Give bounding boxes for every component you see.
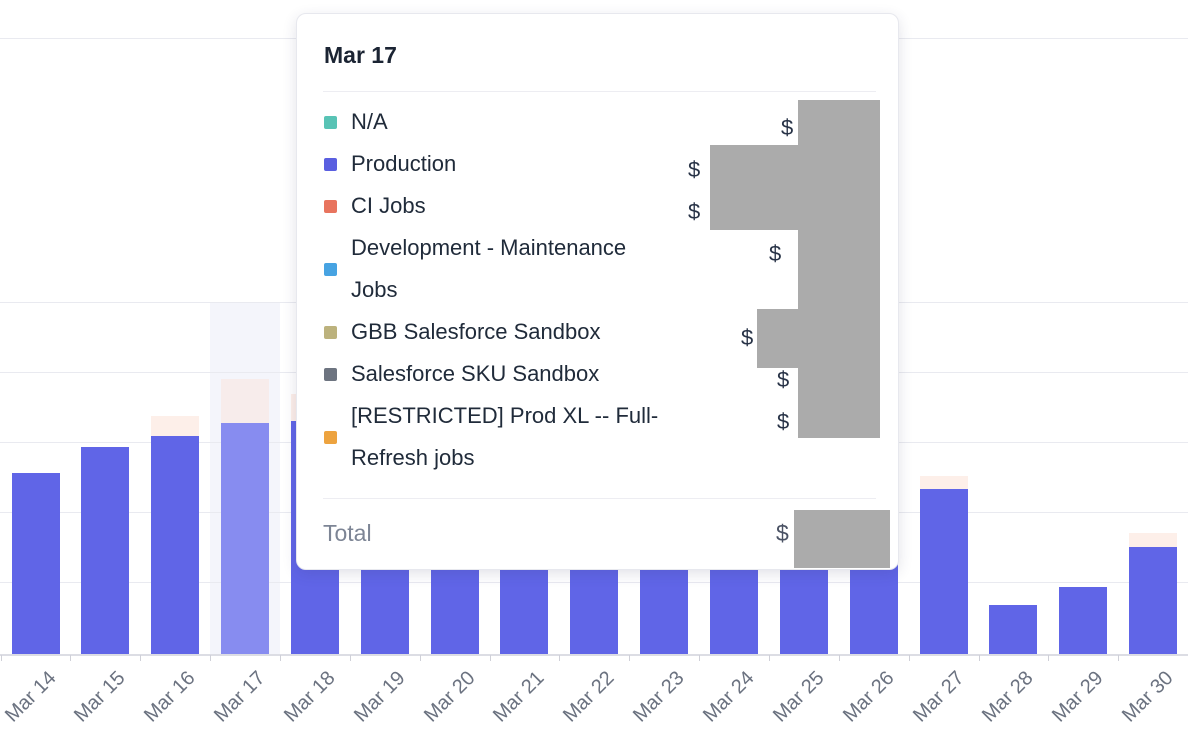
x-axis-tick: [419, 655, 421, 661]
x-axis-tick: [210, 655, 212, 661]
x-axis-tick: [280, 655, 281, 661]
tooltip-series-list: N/A $ Production $ CI Jobs $ Development - Mai…: [324, 101, 876, 479]
bar-mar-30[interactable]: [1129, 547, 1178, 654]
x-axis-label: Mar 23: [629, 667, 689, 727]
tooltip-series-row: Development - Maintenance Jobs $: [324, 227, 876, 311]
tooltip-series-row: Salesforce SKU Sandbox $: [324, 353, 876, 395]
redaction-box: [757, 309, 798, 368]
x-axis-tick: [489, 655, 491, 661]
x-axis-label: Mar 28: [978, 667, 1038, 727]
x-axis-label: Mar 18: [279, 667, 340, 727]
bar-mar-28[interactable]: [989, 605, 1038, 654]
x-axis-label: Mar 20: [419, 667, 480, 727]
bar-top-segment-mar-27[interactable]: [919, 476, 968, 489]
x-axis-label: Mar 22: [559, 667, 619, 727]
x-axis-tick: [0, 655, 2, 661]
bar-top-segment-mar-30[interactable]: [1129, 533, 1178, 547]
series-label: Production: [351, 143, 876, 185]
series-value-dollar: $: [688, 199, 701, 224]
series-label-line: [RESTRICTED] Prod XL -- Full-: [351, 403, 659, 428]
series-color-swatch: [324, 115, 337, 129]
tooltip-divider-bottom: [323, 498, 876, 499]
bar-mar-27[interactable]: [919, 489, 968, 654]
bar-top-segment-mar-17[interactable]: [221, 379, 269, 423]
series-value-dollar: $: [741, 325, 754, 350]
tooltip-series-row: N/A $: [324, 101, 876, 143]
series-value-dollar: $: [688, 157, 701, 182]
x-axis-tick: [70, 655, 72, 661]
series-label: Salesforce SKU Sandbox: [351, 353, 876, 395]
x-axis-tick: [699, 655, 701, 661]
bar-mar-29[interactable]: [1059, 587, 1108, 654]
tooltip-total-label: Total: [323, 520, 372, 546]
series-color-swatch: [324, 430, 337, 444]
bar-mar-14[interactable]: [11, 473, 60, 654]
x-axis-tick: [349, 655, 351, 661]
series-label-line: N/A: [351, 109, 388, 134]
x-axis-tick: [838, 655, 840, 661]
series-label-line: Refresh jobs: [351, 445, 475, 470]
bar-mar-15[interactable]: [81, 447, 130, 654]
series-color-swatch: [324, 199, 337, 213]
tooltip-divider-top: [323, 91, 876, 92]
series-value-dollar: $: [777, 367, 790, 392]
redaction-box: [710, 145, 798, 230]
series-label-line: Development - Maintenance: [351, 235, 627, 260]
series-label: Development - Maintenance Jobs: [351, 227, 876, 311]
x-axis-tick: [629, 655, 631, 661]
x-axis-tick: [908, 655, 910, 661]
bar-top-segment-mar-16[interactable]: [151, 416, 200, 436]
series-label: GBB Salesforce Sandbox: [351, 311, 876, 353]
bar-mar-16[interactable]: [151, 436, 200, 654]
tooltip-title: Mar 17: [324, 42, 397, 68]
x-axis-label: Mar 15: [70, 667, 130, 727]
series-label-line: Salesforce SKU Sandbox: [351, 361, 600, 386]
series-value-dollar: $: [777, 409, 790, 434]
x-axis-label: Mar 14: [0, 667, 61, 727]
x-axis-label: Mar 26: [838, 667, 899, 727]
tooltip-series-row: [RESTRICTED] Prod XL -- Full- Refresh job…: [324, 395, 876, 479]
series-label: [RESTRICTED] Prod XL -- Full- Refresh job…: [351, 395, 876, 479]
tooltip-series-row: CI Jobs $: [324, 185, 876, 227]
series-label: CI Jobs: [351, 185, 876, 227]
x-axis-line: [0, 654, 1188, 656]
x-axis-tick: [768, 655, 770, 661]
x-axis-tick: [978, 655, 980, 661]
x-axis-label: Mar 30: [1118, 667, 1178, 727]
series-label-line: CI Jobs: [351, 193, 426, 218]
redaction-box: [798, 100, 880, 438]
x-axis-label: Mar 24: [698, 667, 759, 727]
series-label-line: GBB Salesforce Sandbox: [351, 319, 601, 344]
x-axis-label: Mar 19: [349, 667, 410, 727]
x-axis-label: Mar 21: [489, 667, 549, 727]
series-label-line: Production: [351, 151, 457, 176]
x-axis-tick: [1118, 655, 1120, 661]
x-axis-label: Mar 29: [1048, 667, 1108, 727]
series-label-line: Jobs: [351, 277, 398, 302]
x-axis-tick: [140, 655, 142, 661]
tooltip-series-row: GBB Salesforce Sandbox $: [324, 311, 876, 353]
x-axis-tick: [559, 655, 561, 661]
redaction-box: [794, 510, 890, 568]
series-value-dollar: $: [769, 241, 782, 266]
series-color-swatch: [324, 367, 337, 381]
x-axis-label: Mar 25: [768, 667, 829, 727]
chart-tooltip: Mar 17 N/A $ Production $ CI Jobs $ Developmen…: [296, 13, 899, 570]
x-axis-label: Mar 16: [140, 667, 200, 727]
series-color-swatch: [324, 262, 337, 276]
bar-mar-17[interactable]: [221, 423, 269, 654]
x-axis-label: Mar 17: [209, 667, 270, 727]
series-color-swatch: [324, 325, 337, 339]
x-axis-tick: [1048, 655, 1050, 661]
tooltip-series-row: Production $: [324, 143, 876, 185]
series-value-dollar: $: [781, 115, 794, 140]
series-label: N/A: [351, 101, 876, 143]
x-axis-label: Mar 27: [908, 667, 969, 727]
tooltip-total-row: Total $: [297, 512, 898, 558]
tooltip-total-value: $: [776, 520, 789, 546]
series-color-swatch: [324, 157, 337, 171]
